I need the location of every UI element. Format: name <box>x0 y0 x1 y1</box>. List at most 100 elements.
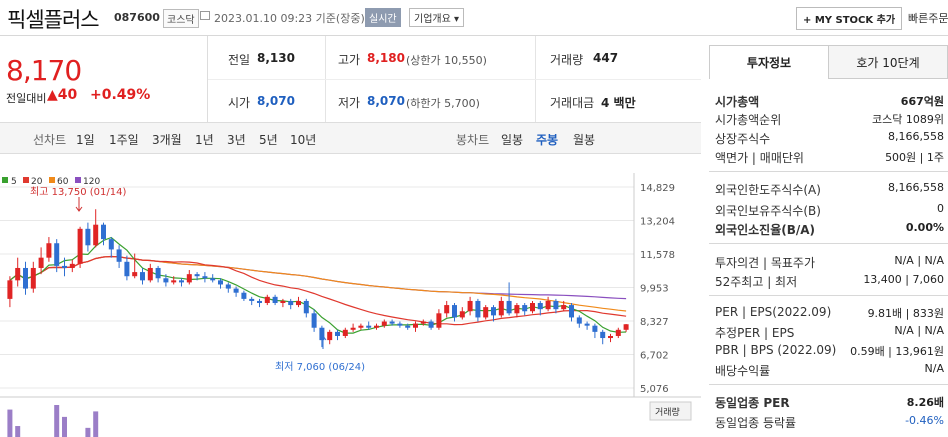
add-mystock-button[interactable]: + MY STOCK 추가 <box>796 7 903 30</box>
tab-invest-info[interactable]: 투자정보 <box>709 45 829 79</box>
candle-body <box>202 276 208 279</box>
candle-body <box>420 321 426 324</box>
candle-body <box>38 257 44 268</box>
info-row-value: N/A | N/A <box>894 254 944 267</box>
ma60-line <box>9 255 627 312</box>
tab-3year[interactable]: 3년 <box>227 133 246 147</box>
high-arrowhead <box>75 206 83 212</box>
candle-body <box>241 292 247 299</box>
y-tick-label: 13,204 <box>640 217 675 228</box>
info-row-value: 9.81배 | 833원 <box>867 307 944 320</box>
tab-orderbook[interactable]: 호가 10단계 <box>828 45 948 79</box>
volume-bar <box>7 409 13 437</box>
info-row-value: N/A | N/A <box>894 324 944 337</box>
volume-value: 447 <box>593 51 619 65</box>
tab-5year[interactable]: 5년 <box>259 133 278 147</box>
candle-body <box>264 296 270 304</box>
info-row-label: 외국인보유주식수(B) <box>715 204 821 218</box>
info-row-value: 8,166,558 <box>888 130 944 143</box>
candle-body <box>155 267 161 279</box>
candle-body <box>600 331 606 339</box>
quick-order-link[interactable]: 빠른주문 <box>908 12 948 25</box>
current-price: 8,170 <box>6 54 82 87</box>
stock-header: 픽셀플러스 087600 코스닥 2023.01.10 09:23 기준(장중)… <box>0 0 948 36</box>
tab-weekly-candle[interactable]: 주봉 <box>536 133 559 147</box>
candle-body <box>358 325 364 328</box>
info-row-label: 액면가 | 매매단위 <box>715 151 804 165</box>
info-row-label: 동일업종 등락률 <box>715 416 797 430</box>
candle-body <box>62 265 67 268</box>
y-tick-label: 11,578 <box>640 250 675 261</box>
info-row-value: 코스닥 1089위 <box>872 113 944 126</box>
invest-info-panel: 투자정보 호가 10단계 시가총액 667억원 시가총액순위 코스닥 1089위 상장주… <box>709 45 948 437</box>
info-row-label: 외국인소진율(B/A) <box>715 223 816 237</box>
candle-body <box>225 284 231 289</box>
info-row-value: 0.00% <box>905 221 944 234</box>
info-row-label: PER | EPS(2022.09) <box>715 305 832 319</box>
legend-ma120-swatch <box>75 177 81 183</box>
candle-body <box>108 239 114 250</box>
market-badge: 코스닥 <box>163 9 199 28</box>
candle-body <box>140 272 145 281</box>
tab-10year[interactable]: 10년 <box>290 133 317 147</box>
ma20-line <box>9 255 627 326</box>
info-row-label: 투자의견 | 목표주가 <box>715 256 815 270</box>
candle-body <box>327 331 333 341</box>
candle-body <box>147 267 153 281</box>
candle-body <box>77 228 83 264</box>
candle-body <box>475 300 481 318</box>
line-chart-label: 선차트 <box>33 133 67 147</box>
candles <box>7 209 629 348</box>
realtime-badge[interactable]: 실시간 <box>365 8 401 27</box>
candle-body <box>374 325 379 328</box>
tab-3month[interactable]: 3개월 <box>152 133 182 147</box>
candle-body <box>335 331 340 336</box>
tab-1week[interactable]: 1주일 <box>109 133 139 147</box>
tab-monthly-candle[interactable]: 월봉 <box>573 133 596 147</box>
candle-body <box>7 280 13 299</box>
candle-body <box>101 224 106 240</box>
tab-1day[interactable]: 1일 <box>76 133 95 147</box>
candle-body <box>522 305 528 312</box>
tab-daily-candle[interactable]: 일봉 <box>501 133 524 147</box>
candle-body <box>342 329 348 336</box>
candle-body <box>366 325 372 328</box>
volume-bar <box>62 416 67 437</box>
amount-value: 4 백만 <box>601 96 636 110</box>
ma5-line <box>9 236 627 334</box>
candle-body <box>272 296 278 304</box>
candle-chart-label: 봉차트 <box>456 133 490 147</box>
candle-body <box>15 267 21 281</box>
period-tabs: 선차트 1일 1주일 3개월 1년 3년 5년 10년 봉차트 일봉 주봉 월봉 <box>0 122 701 154</box>
candle-body <box>163 278 169 283</box>
stock-name: 픽셀플러스 <box>7 8 100 32</box>
candle-body <box>93 224 99 246</box>
candle-body <box>171 280 177 283</box>
info-divider <box>709 295 948 296</box>
change-percent: +0.49% <box>90 87 151 103</box>
candle-body <box>210 278 216 281</box>
info-row-label: 추정PER | EPS <box>715 326 795 340</box>
candle-body <box>46 243 52 258</box>
candle-body <box>194 274 200 277</box>
prev-close-label: 전일 <box>228 53 251 67</box>
company-overview-dropdown[interactable]: 기업개요 ▾ <box>409 8 464 27</box>
info-divider <box>709 243 948 244</box>
volume-label-box <box>649 401 692 421</box>
amount-label: 거래대금 <box>550 96 595 110</box>
y-tick-label: 8,327 <box>640 317 669 328</box>
info-row-value: 8.26배 <box>906 396 944 409</box>
info-row-label: 시가총액 <box>715 95 760 109</box>
tab-1year[interactable]: 1년 <box>195 133 214 147</box>
candle-body <box>428 321 434 328</box>
candle-body <box>615 329 621 336</box>
y-tick-label: 14,829 <box>640 183 675 194</box>
info-row-value: 8,166,558 <box>888 181 944 194</box>
candle-body <box>381 321 387 326</box>
ma-legend: 5 20 60 120 <box>2 177 100 187</box>
candle-body <box>561 305 567 310</box>
info-row-label: 외국인한도주식수(A) <box>715 183 821 197</box>
high-value: 8,180 <box>367 51 405 65</box>
info-row-value: 0 <box>937 202 944 215</box>
candle-body <box>506 300 512 314</box>
